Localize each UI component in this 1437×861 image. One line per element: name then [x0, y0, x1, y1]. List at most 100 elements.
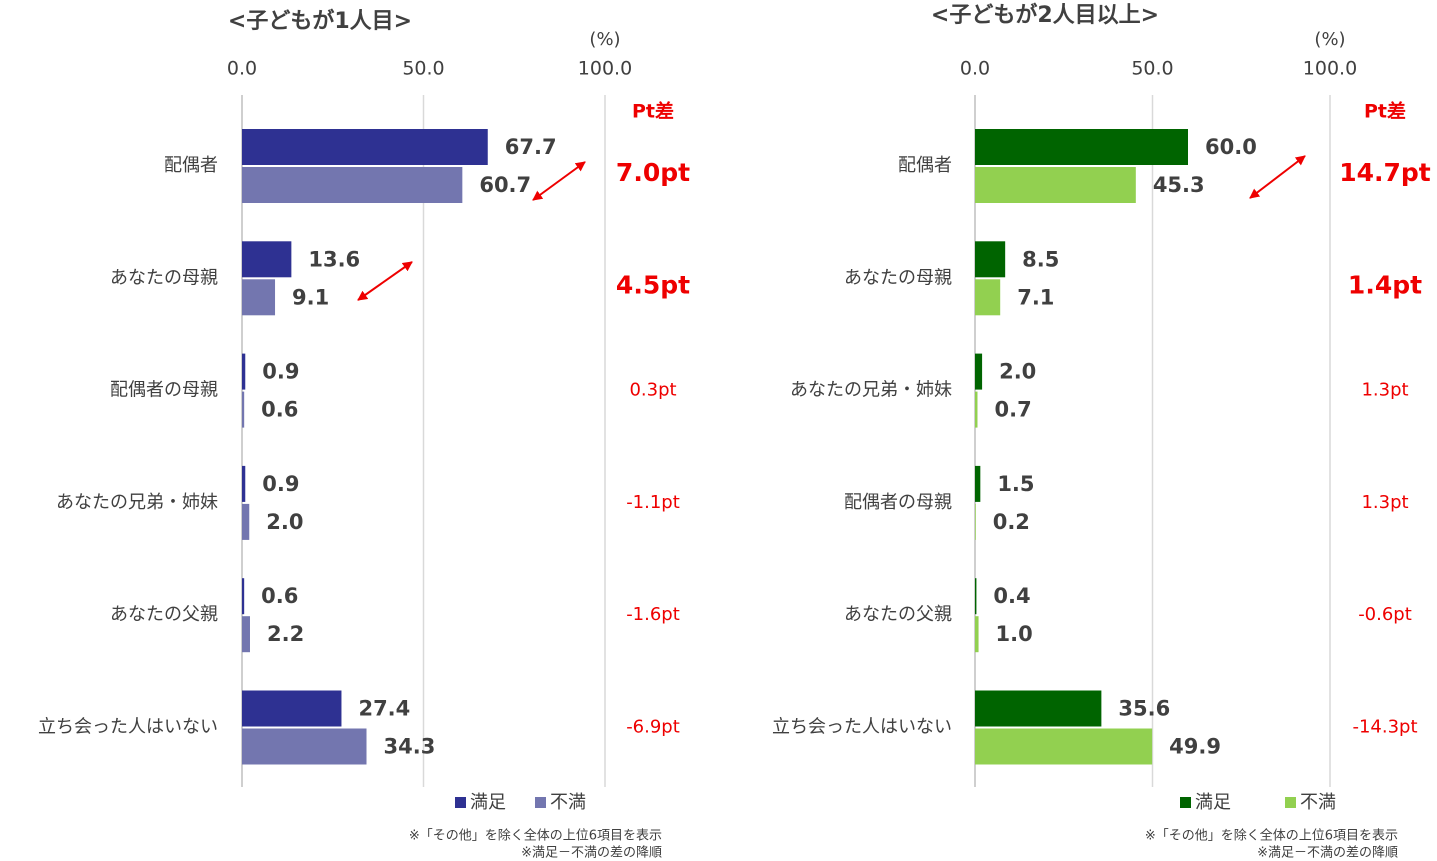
category-label: 立ち会った人はいない	[772, 717, 952, 738]
unit-label: (%)	[1314, 29, 1345, 50]
category-label: 立ち会った人はいない	[38, 717, 218, 738]
legend-swatch	[1180, 797, 1191, 808]
bar	[242, 503, 250, 540]
category-label: あなたの母親	[844, 267, 952, 288]
bar	[242, 353, 246, 390]
x-tick-label: 50.0	[402, 58, 444, 80]
arrows	[357, 155, 1306, 301]
data-label: 34.3	[384, 735, 436, 759]
bar	[242, 728, 367, 765]
bar	[242, 465, 246, 502]
bar	[242, 279, 276, 316]
bar	[975, 728, 1153, 765]
category-label: あなたの兄弟・姉妹	[790, 380, 952, 401]
data-label: 8.5	[1022, 247, 1059, 271]
bar	[975, 129, 1188, 165]
pt-diff: -6.9pt	[626, 717, 680, 738]
data-label: 60.7	[479, 173, 531, 197]
data-label: 1.0	[996, 622, 1033, 646]
data-label: 0.7	[994, 398, 1031, 422]
pt-diff: 1.3pt	[1361, 492, 1408, 513]
data-label: 49.9	[1169, 735, 1221, 759]
legend-swatch	[455, 797, 466, 808]
data-label: 2.0	[999, 360, 1036, 384]
x-tick-label: 0.0	[960, 58, 990, 80]
pt-diff: 14.7pt	[1339, 158, 1431, 187]
data-label: 2.2	[267, 622, 304, 646]
x-tick-label: 100.0	[1303, 58, 1357, 80]
data-label: 1.5	[997, 472, 1034, 496]
category-label: 配偶者の母親	[110, 380, 218, 401]
data-label: 0.9	[262, 360, 299, 384]
category-label: あなたの父親	[844, 604, 952, 625]
category-label: あなたの母親	[110, 267, 218, 288]
note: ※満足－不満の差の降順	[1257, 846, 1398, 861]
category-label: あなたの兄弟・姉妹	[56, 492, 218, 513]
legend-swatch	[535, 797, 546, 808]
data-label: 27.4	[358, 697, 410, 721]
pt-header: Pt差	[1364, 100, 1406, 123]
legend-label: 不満	[550, 792, 586, 813]
bar	[242, 391, 245, 428]
bar	[242, 167, 463, 203]
pt-diff: 1.4pt	[1348, 270, 1422, 299]
data-label: 0.4	[993, 584, 1030, 608]
arrow	[1249, 155, 1306, 199]
legend-swatch	[1285, 797, 1296, 808]
arrow	[532, 161, 586, 201]
legend-label: 不満	[1300, 792, 1336, 813]
pt-diff: -0.6pt	[1358, 604, 1412, 625]
bar	[242, 129, 488, 165]
data-label: 9.1	[292, 285, 329, 309]
x-tick-label: 50.0	[1131, 58, 1173, 80]
bar	[975, 353, 983, 390]
unit-label: (%)	[589, 29, 620, 50]
bar	[242, 690, 342, 727]
data-label: 0.9	[262, 472, 299, 496]
bar	[975, 241, 1006, 278]
bar	[242, 616, 250, 653]
data-label: 0.6	[261, 398, 298, 422]
pt-diff: -1.1pt	[626, 492, 680, 513]
data-label: 0.6	[261, 584, 298, 608]
category-label: 配偶者	[164, 155, 218, 176]
x-tick-label: 0.0	[227, 58, 257, 80]
legend-label: 満足	[1195, 792, 1231, 813]
bar	[975, 578, 977, 615]
chart-title: <子どもが2人目以上>	[931, 2, 1159, 28]
data-label: 7.1	[1017, 285, 1054, 309]
pt-diff: 4.5pt	[616, 270, 690, 299]
category-label: 配偶者	[898, 155, 952, 176]
bar	[242, 241, 292, 278]
bar	[975, 616, 979, 653]
bar	[975, 465, 981, 502]
bar	[975, 690, 1102, 727]
data-label: 60.0	[1205, 135, 1257, 159]
pt-diff: 1.3pt	[1361, 380, 1408, 401]
data-label: 0.2	[993, 510, 1030, 534]
bar	[975, 279, 1001, 316]
pt-diff: 0.3pt	[629, 380, 676, 401]
note: ※「その他」を除く全体の上位6項目を表示	[1145, 828, 1398, 844]
bar	[975, 503, 976, 540]
category-label: 配偶者の母親	[844, 492, 952, 513]
category-label: あなたの父親	[110, 604, 218, 625]
pt-diff: 7.0pt	[616, 158, 690, 187]
legend-label: 満足	[470, 792, 506, 813]
bar	[975, 391, 978, 428]
data-label: 45.3	[1153, 173, 1205, 197]
note: ※満足－不満の差の降順	[521, 846, 662, 861]
pt-header: Pt差	[632, 100, 674, 123]
x-tick-label: 100.0	[578, 58, 632, 80]
data-label: 67.7	[505, 135, 557, 159]
data-label: 13.6	[308, 247, 360, 271]
chart-title: <子どもが1人目>	[228, 8, 412, 34]
data-label: 35.6	[1118, 697, 1170, 721]
bar	[242, 578, 245, 615]
note: ※「その他」を除く全体の上位6項目を表示	[409, 828, 662, 844]
pt-diff: -1.6pt	[626, 604, 680, 625]
pt-diff: -14.3pt	[1352, 717, 1417, 738]
bar	[975, 167, 1136, 203]
data-label: 2.0	[266, 510, 303, 534]
